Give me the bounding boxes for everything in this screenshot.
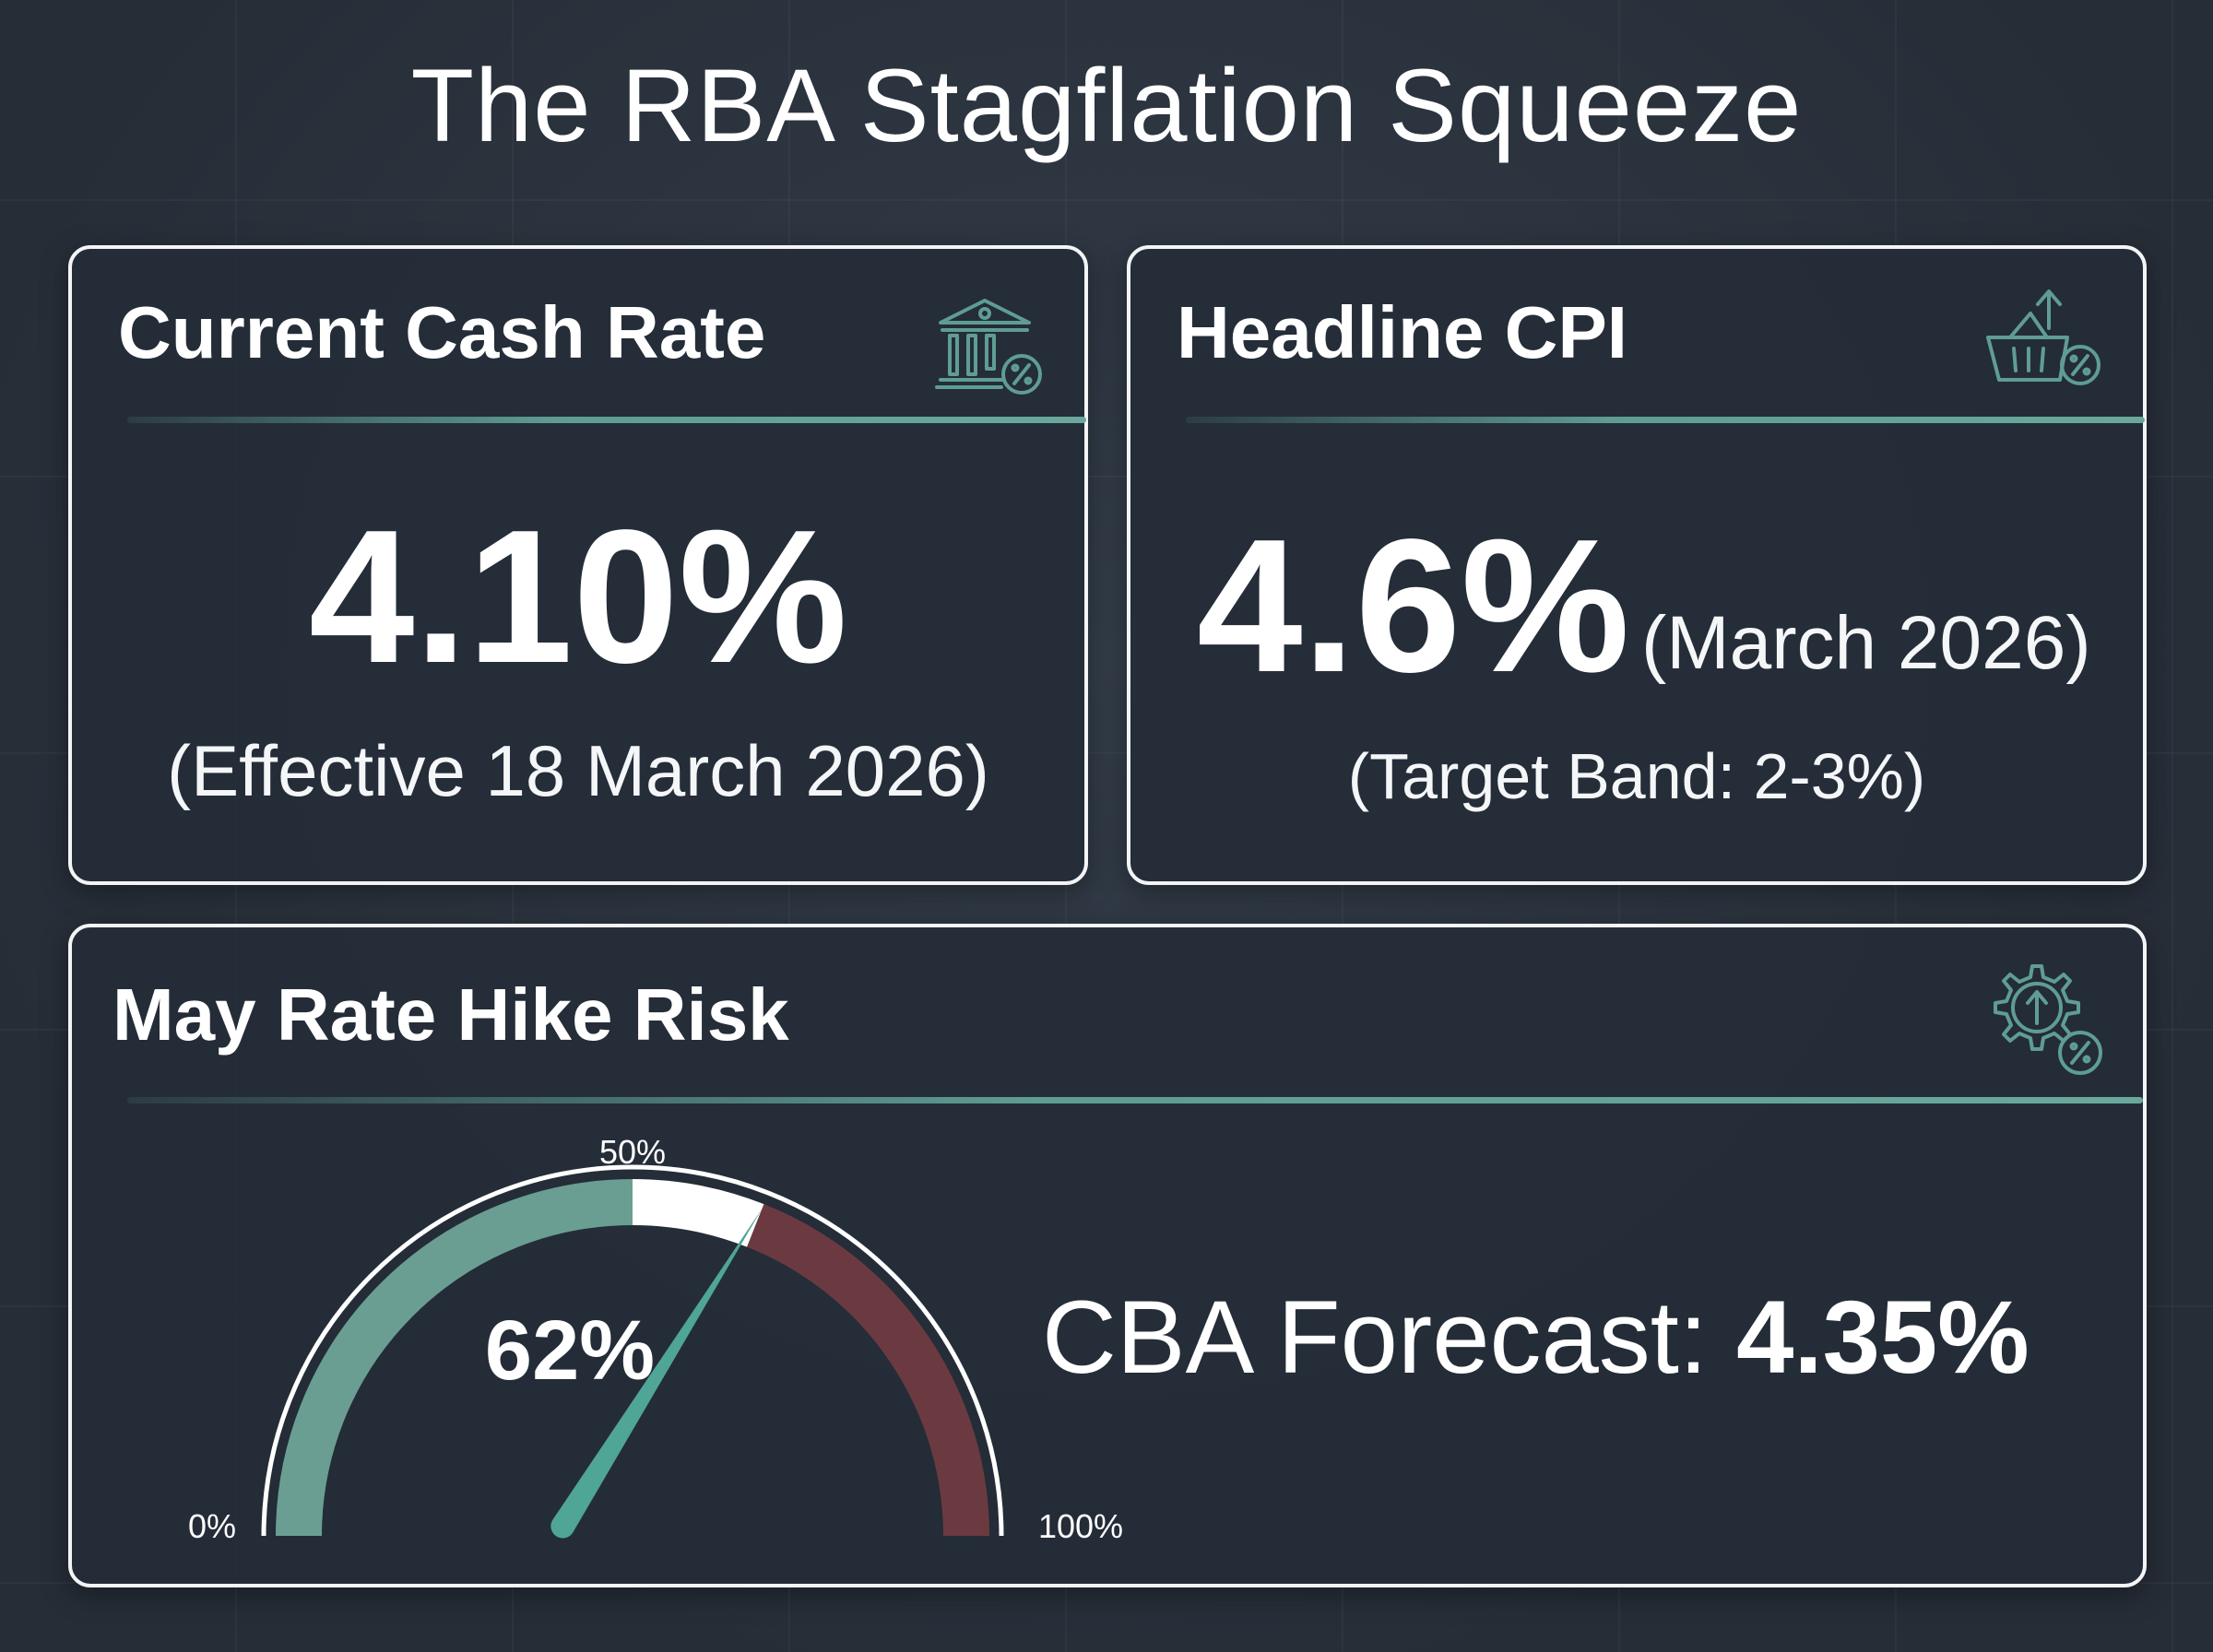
gauge-band-mid [632,1178,764,1247]
rate-hike-risk-divider [127,1097,2143,1103]
cpi-card: Headline CPI 4.6% (March 2026) (Target B… [1127,245,2147,885]
page-title: The RBA Stagflation Squeeze [410,48,1803,163]
gauge-min-label: 0% [188,1507,236,1545]
gear-up-arrow-percent-icon [1994,964,2102,1075]
cba-forecast: CBA Forecast: 4.35% [1042,1278,2030,1398]
gauge-needle [550,1208,763,1539]
gauge-band-high [746,1204,989,1537]
cpi-period: (March 2026) [1641,601,2091,685]
cpi-divider [1186,417,2145,423]
basket-up-arrow-percent-icon [1986,289,2101,385]
cpi-heading: Headline CPI [1177,291,1628,373]
rate-hike-risk-heading: May Rate Hike Risk [112,974,789,1056]
cba-forecast-value: 4.35% [1736,1280,2030,1395]
cash-rate-heading: Current Cash Rate [118,291,766,373]
cpi-target-band: (Target Band: 2-3%) [1347,740,1926,812]
cash-rate-card: Current Cash Rate 4.10% (Effective 18 Ma… [68,245,1088,885]
cash-rate-effective-date: (Effective 18 March 2026) [167,730,989,811]
gauge-outline [261,1164,1004,1537]
gauge-mid-label: 50% [599,1133,666,1171]
gauge-value-label: 62% [485,1304,655,1398]
cash-rate-divider [127,417,1086,423]
cash-rate-value: 4.10% [308,490,848,702]
gauge-band-low [276,1179,633,1537]
bank-percent-icon [935,299,1042,395]
risk-gauge: 0% 50% 100% 62% [183,1112,1142,1573]
cba-forecast-label: CBA Forecast: [1042,1280,1709,1395]
gauge-max-label: 100% [1038,1507,1123,1545]
risk-gauge-svg: 0% 50% 100% 62% [188,1133,1123,1545]
rate-hike-risk-card: May Rate Hike Risk 0% 50% 100% 62% CBA F… [68,924,2147,1587]
cpi-value: 4.6% [1197,500,1630,712]
